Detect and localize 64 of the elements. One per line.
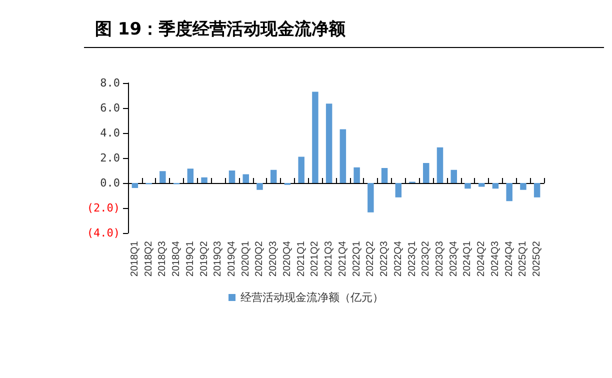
x-tick-label: 2024Q4 xyxy=(504,240,515,277)
bar xyxy=(312,92,318,183)
x-tick-label: 2025Q1 xyxy=(518,240,529,277)
x-tick-label: 2021Q3 xyxy=(324,240,335,277)
bar xyxy=(256,183,263,190)
x-tick-label: 2018Q3 xyxy=(157,240,168,277)
bar xyxy=(395,183,402,198)
x-tick-label: 2022Q4 xyxy=(392,240,404,277)
bar xyxy=(270,170,277,183)
bar xyxy=(298,156,304,183)
bar xyxy=(228,170,236,183)
y-tick-label: 6.0 xyxy=(100,102,120,114)
bar xyxy=(520,183,526,190)
x-tick-label: 2025Q2 xyxy=(532,240,543,277)
bar xyxy=(201,177,208,183)
bar xyxy=(187,168,194,183)
x-tick-label: 2020Q4 xyxy=(282,240,293,277)
bar xyxy=(326,104,332,183)
bar xyxy=(506,183,512,202)
x-tick-label: 2018Q4 xyxy=(171,240,182,277)
x-tick-label: 2019Q2 xyxy=(198,240,210,277)
legend-label: 经营活动现金流净额（亿元） xyxy=(240,291,384,304)
y-tick-label: 0.0 xyxy=(100,176,120,190)
bar xyxy=(492,183,499,189)
bar xyxy=(436,147,444,183)
bar xyxy=(160,171,166,183)
y-tick-label: 2.0 xyxy=(100,152,120,164)
x-tick-label: 2021Q4 xyxy=(337,240,348,277)
x-tick-label: 2018Q1 xyxy=(129,240,140,277)
x-tick-label: 2024Q2 xyxy=(476,240,488,277)
bar xyxy=(368,183,374,212)
x-tick-label: 2024Q1 xyxy=(462,240,474,277)
x-tick-label: 2019Q4 xyxy=(226,240,238,277)
x-tick-label: 2020Q1 xyxy=(240,240,252,277)
bar xyxy=(423,163,430,183)
bar xyxy=(242,174,249,183)
x-tick-label: 2020Q3 xyxy=(268,240,280,277)
x-tick-label: 2020Q2 xyxy=(254,240,266,277)
x-tick-label: 2023Q3 xyxy=(434,240,446,277)
y-tick-label: (4.0) xyxy=(86,226,120,240)
x-tick-label: 2022Q1 xyxy=(351,240,362,277)
x-tick-label: 2021Q2 xyxy=(310,240,321,277)
bar xyxy=(354,167,360,183)
bar xyxy=(132,183,138,188)
x-tick-label: 2021Q1 xyxy=(296,240,307,277)
bar xyxy=(534,183,540,198)
y-tick-label: (2.0) xyxy=(86,202,120,214)
x-tick-label: 2024Q3 xyxy=(490,240,501,277)
x-tick-label: 2018Q2 xyxy=(143,240,154,277)
x-tick-label: 2022Q2 xyxy=(365,240,376,277)
bar xyxy=(464,183,471,189)
x-tick-label: 2019Q1 xyxy=(184,240,196,277)
y-tick-label: 4.0 xyxy=(100,126,120,140)
bar xyxy=(450,170,457,183)
chart-title: 图 19：季度经营活动现金流净额 xyxy=(95,20,347,40)
x-tick-label: 2019Q3 xyxy=(212,240,224,277)
x-tick-label: 2023Q1 xyxy=(406,240,418,277)
x-tick-label: 2023Q2 xyxy=(420,240,432,277)
bar xyxy=(340,129,346,183)
bar xyxy=(478,183,485,187)
bar xyxy=(381,168,388,183)
x-tick-label: 2023Q4 xyxy=(448,240,460,277)
x-tick-label: 2022Q3 xyxy=(379,240,390,277)
y-tick-label: 8.0 xyxy=(100,76,120,90)
